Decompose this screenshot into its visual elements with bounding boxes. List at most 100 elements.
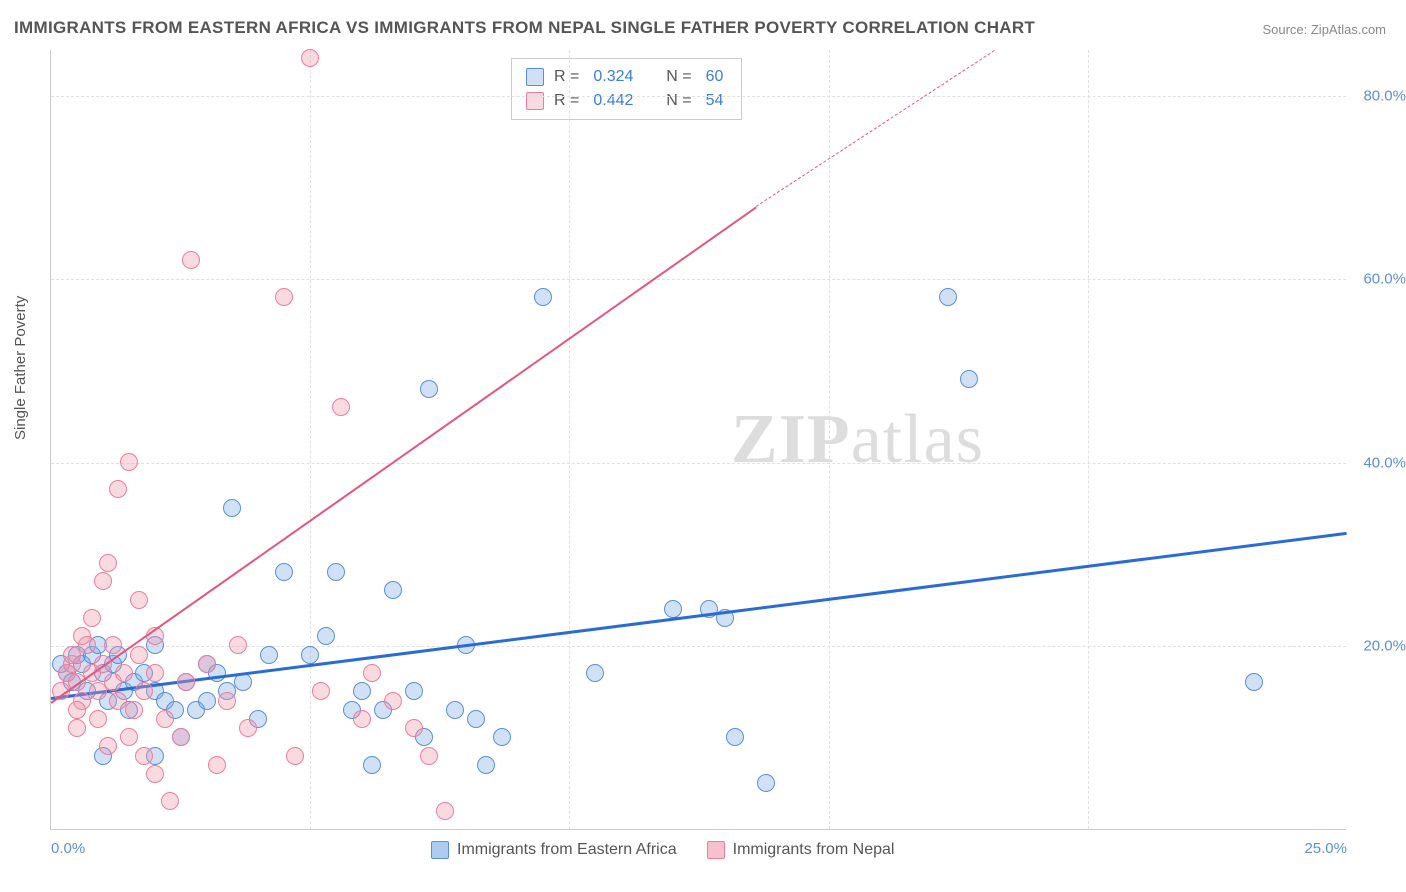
data-point [120, 453, 138, 471]
chart-container: IMMIGRANTS FROM EASTERN AFRICA VS IMMIGR… [0, 0, 1406, 892]
data-point [135, 682, 153, 700]
data-point [757, 774, 775, 792]
legend-row-series-a: R = 0.324 N = 60 [526, 65, 727, 89]
data-point [301, 646, 319, 664]
data-point [99, 737, 117, 755]
data-point [363, 756, 381, 774]
chart-title: IMMIGRANTS FROM EASTERN AFRICA VS IMMIGR… [14, 18, 1035, 38]
data-point [312, 682, 330, 700]
n-value-a: 60 [706, 65, 724, 89]
swatch-series-a [526, 68, 544, 86]
data-point [384, 581, 402, 599]
data-point [239, 719, 257, 737]
data-point [363, 664, 381, 682]
plot-area: ZIPatlas R = 0.324 N = 60 R = 0.442 N = … [50, 50, 1346, 830]
legend-label-a: Immigrants from Eastern Africa [457, 841, 677, 859]
data-point [223, 499, 241, 517]
trend-line [51, 532, 1347, 700]
correlation-legend: R = 0.324 N = 60 R = 0.442 N = 54 [511, 58, 742, 120]
data-point [467, 710, 485, 728]
data-point [130, 591, 148, 609]
data-point [664, 600, 682, 618]
data-point [99, 554, 117, 572]
legend-item-a: Immigrants from Eastern Africa [431, 841, 677, 859]
data-point [146, 664, 164, 682]
data-point [156, 710, 174, 728]
y-axis-label: Single Father Poverty [12, 296, 29, 440]
data-point [477, 756, 495, 774]
data-point [260, 646, 278, 664]
data-point [120, 728, 138, 746]
data-point [1245, 673, 1263, 691]
data-point [146, 765, 164, 783]
legend-label-b: Immigrants from Nepal [733, 841, 895, 859]
swatch-a [431, 841, 449, 859]
data-point [726, 728, 744, 746]
data-point [198, 655, 216, 673]
gridline-h [51, 96, 1346, 97]
y-tick-label: 60.0% [1363, 271, 1406, 288]
swatch-series-b [526, 92, 544, 110]
data-point [420, 747, 438, 765]
data-point [182, 251, 200, 269]
data-point [405, 682, 423, 700]
data-point [177, 673, 195, 691]
data-point [586, 664, 604, 682]
data-point [327, 563, 345, 581]
data-point [130, 646, 148, 664]
data-point [493, 728, 511, 746]
data-point [353, 682, 371, 700]
y-tick-label: 40.0% [1363, 454, 1406, 471]
data-point [135, 747, 153, 765]
data-point [446, 701, 464, 719]
data-point [317, 627, 335, 645]
data-point [161, 792, 179, 810]
swatch-b [707, 841, 725, 859]
data-point [218, 692, 236, 710]
data-point [73, 627, 91, 645]
data-point [208, 756, 226, 774]
y-tick-label: 80.0% [1363, 87, 1406, 104]
data-point [83, 609, 101, 627]
trend-line [50, 206, 756, 703]
x-tick-label: 25.0% [1304, 840, 1347, 857]
gridline-v [569, 50, 570, 829]
data-point [301, 49, 319, 67]
data-point [286, 747, 304, 765]
n-value-b: 54 [706, 89, 724, 113]
trend-line [756, 50, 995, 207]
data-point [229, 636, 247, 654]
data-point [534, 288, 552, 306]
data-point [68, 719, 86, 737]
legend-row-series-b: R = 0.442 N = 54 [526, 89, 727, 113]
data-point [68, 701, 86, 719]
data-point [234, 673, 252, 691]
gridline-h [51, 279, 1346, 280]
data-point [353, 710, 371, 728]
data-point [384, 692, 402, 710]
y-tick-label: 20.0% [1363, 638, 1406, 655]
data-point [172, 728, 190, 746]
data-point [275, 563, 293, 581]
data-point [405, 719, 423, 737]
data-point [115, 664, 133, 682]
gridline-v [829, 50, 830, 829]
x-tick-label: 0.0% [51, 840, 85, 857]
data-point [89, 710, 107, 728]
data-point [125, 701, 143, 719]
series-legend: Immigrants from Eastern Africa Immigrant… [431, 841, 894, 859]
r-value-a: 0.324 [593, 65, 633, 89]
data-point [104, 636, 122, 654]
data-point [275, 288, 293, 306]
source-label: Source: ZipAtlas.com [1262, 22, 1386, 37]
r-value-b: 0.442 [593, 89, 633, 113]
gridline-h [51, 463, 1346, 464]
data-point [332, 398, 350, 416]
data-point [420, 380, 438, 398]
legend-item-b: Immigrants from Nepal [707, 841, 895, 859]
gridline-v [1088, 50, 1089, 829]
data-point [436, 802, 454, 820]
data-point [94, 572, 112, 590]
data-point [960, 370, 978, 388]
gridline-v [310, 50, 311, 829]
